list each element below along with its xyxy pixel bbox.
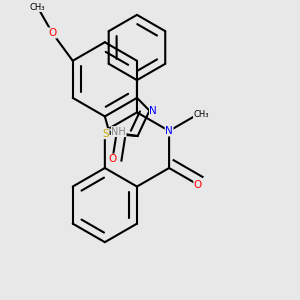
- Text: NH: NH: [111, 127, 126, 136]
- Text: N: N: [149, 106, 157, 116]
- Text: CH₃: CH₃: [30, 2, 45, 11]
- Text: N: N: [165, 126, 173, 136]
- Text: O: O: [194, 180, 202, 190]
- Text: CH₃: CH₃: [194, 110, 209, 119]
- Text: S: S: [103, 129, 109, 139]
- Text: O: O: [108, 154, 117, 164]
- Text: O: O: [48, 28, 56, 38]
